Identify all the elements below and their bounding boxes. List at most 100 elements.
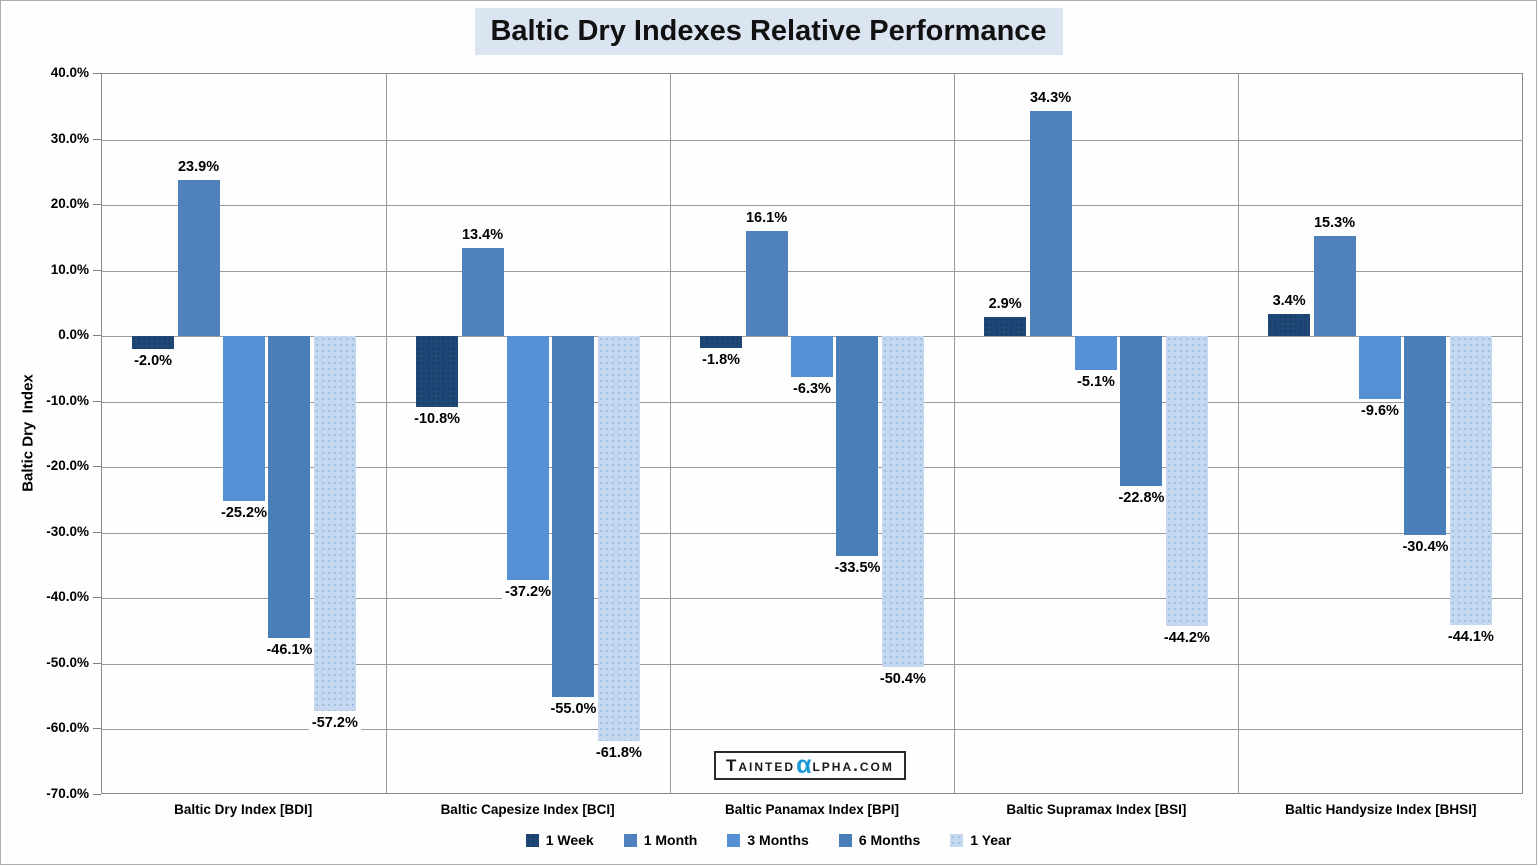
bar-1-week <box>984 317 1027 337</box>
y-tick-mark <box>93 531 101 533</box>
watermark-alpha-glyph: α <box>796 751 812 780</box>
bar-value-label: -57.2% <box>308 715 361 733</box>
bar-3-months <box>1074 336 1117 370</box>
y-tick-mark <box>93 400 101 402</box>
y-tick-label: 10.0% <box>50 261 89 277</box>
y-tick-label: -30.0% <box>46 523 89 539</box>
bar-1-year <box>881 336 924 667</box>
bar-value-label: 16.1% <box>742 209 791 227</box>
panel-separator <box>1238 74 1239 793</box>
y-tick-mark <box>93 138 101 140</box>
y-tick-label: -20.0% <box>46 458 89 474</box>
bar-1-year <box>313 336 356 712</box>
bar-value-label: -10.8% <box>411 410 464 428</box>
chart-title: Baltic Dry Indexes Relative Performance <box>474 8 1063 55</box>
bar-value-label: -61.8% <box>592 745 645 763</box>
gridline <box>102 663 1522 665</box>
bar-1-week <box>416 336 459 407</box>
category-label: Baltic Handysize Index [BHSI] <box>1285 802 1477 817</box>
y-tick-label: 30.0% <box>50 130 89 146</box>
legend-swatch-icon <box>727 833 741 847</box>
gridline <box>102 139 1522 141</box>
gridline <box>102 401 1522 403</box>
y-tick-label: 0.0% <box>58 327 89 343</box>
bar-value-label: -50.4% <box>876 670 929 688</box>
y-tick-mark <box>93 335 101 337</box>
category-label: Baltic Capesize Index [BCI] <box>440 802 615 817</box>
bar-1-month <box>745 230 788 337</box>
bar-value-label: -2.0% <box>131 353 176 371</box>
legend-label: 1 Month <box>643 832 698 848</box>
bar-value-label: 13.4% <box>458 227 507 245</box>
chart-legend: 1 Week 1 Month 3 Months 6 Months 1 Year <box>1 832 1536 848</box>
bar-6-months <box>1404 336 1447 536</box>
legend-swatch-icon <box>950 833 964 847</box>
panel-separator <box>954 74 955 793</box>
bar-6-months <box>1120 336 1163 486</box>
bar-1-year <box>1165 336 1208 626</box>
gridline <box>102 467 1522 469</box>
gridline <box>102 729 1522 731</box>
bar-1-year <box>597 336 640 742</box>
legend-label: 6 Months <box>858 832 921 848</box>
bar-6-months <box>268 336 311 639</box>
bar-3-months <box>506 336 549 580</box>
bar-1-year <box>1449 336 1492 626</box>
bar-value-label: 2.9% <box>985 296 1025 314</box>
category-label: Baltic Dry Index [BDI] <box>174 802 313 817</box>
bar-value-label: -5.1% <box>1074 373 1118 391</box>
y-tick-label: -70.0% <box>46 786 89 801</box>
bar-6-months <box>836 336 879 556</box>
panel-separator <box>386 74 387 793</box>
bar-value-label: -33.5% <box>831 559 884 577</box>
bar-3-months <box>790 336 833 378</box>
y-tick-mark <box>93 597 101 599</box>
y-tick-label: -10.0% <box>46 392 89 408</box>
y-tick-mark <box>93 204 101 206</box>
bar-1-month <box>461 248 504 337</box>
bar-1-week <box>132 336 175 350</box>
watermark-box: Tainted α lpha.com <box>714 751 906 780</box>
watermark-text-before: Tainted <box>726 756 796 775</box>
bar-value-label: 23.9% <box>174 158 223 176</box>
legend-item-6-months: 6 Months <box>838 832 921 848</box>
y-tick-label: -60.0% <box>46 720 89 736</box>
watermark-text-after: lpha.com <box>812 756 894 775</box>
gridline <box>102 205 1522 207</box>
bar-value-label: -44.1% <box>1444 629 1497 647</box>
y-tick-mark <box>93 728 101 730</box>
bar-1-month <box>177 179 220 337</box>
bar-1-week <box>700 336 743 348</box>
legend-label: 1 Year <box>970 832 1012 848</box>
legend-item-1-month: 1 Month <box>623 832 698 848</box>
bar-1-week <box>1268 313 1311 337</box>
category-label: Baltic Panamax Index [BPI] <box>724 802 900 817</box>
y-tick-mark <box>93 662 101 664</box>
y-tick-label: 40.0% <box>50 65 89 80</box>
legend-item-1-year: 1 Year <box>950 832 1011 848</box>
panel-separator <box>670 74 671 793</box>
legend-swatch-icon <box>525 833 539 847</box>
bar-value-label: -25.2% <box>218 505 270 523</box>
bar-value-label: -37.2% <box>502 584 554 601</box>
y-tick-label: -40.0% <box>46 589 89 605</box>
y-tick-mark <box>93 269 101 271</box>
y-tick-mark <box>93 466 101 468</box>
legend-item-1-week: 1 Week <box>525 832 594 848</box>
bar-value-label: 3.4% <box>1269 292 1309 310</box>
bar-value-label: -55.0% <box>547 700 600 718</box>
legend-swatch-icon <box>623 833 637 847</box>
y-tick-label: 20.0% <box>50 196 89 212</box>
bar-1-month <box>1313 235 1356 337</box>
bar-value-label: -46.1% <box>263 642 316 660</box>
category-label: Baltic Supramax Index [BSI] <box>1006 802 1187 817</box>
bar-value-label: -6.3% <box>790 381 834 399</box>
bar-value-label: -1.8% <box>699 351 744 369</box>
bar-3-months <box>222 336 265 502</box>
legend-label: 3 Months <box>747 832 809 848</box>
bar-value-label: -44.2% <box>1160 629 1213 647</box>
chart-plot-area: -2.0% 23.9% -25.2% -46.1% -57.2% -10.8% 13.4% -… <box>101 73 1523 794</box>
gridline <box>102 598 1522 600</box>
bar-value-label: 34.3% <box>1026 90 1075 108</box>
